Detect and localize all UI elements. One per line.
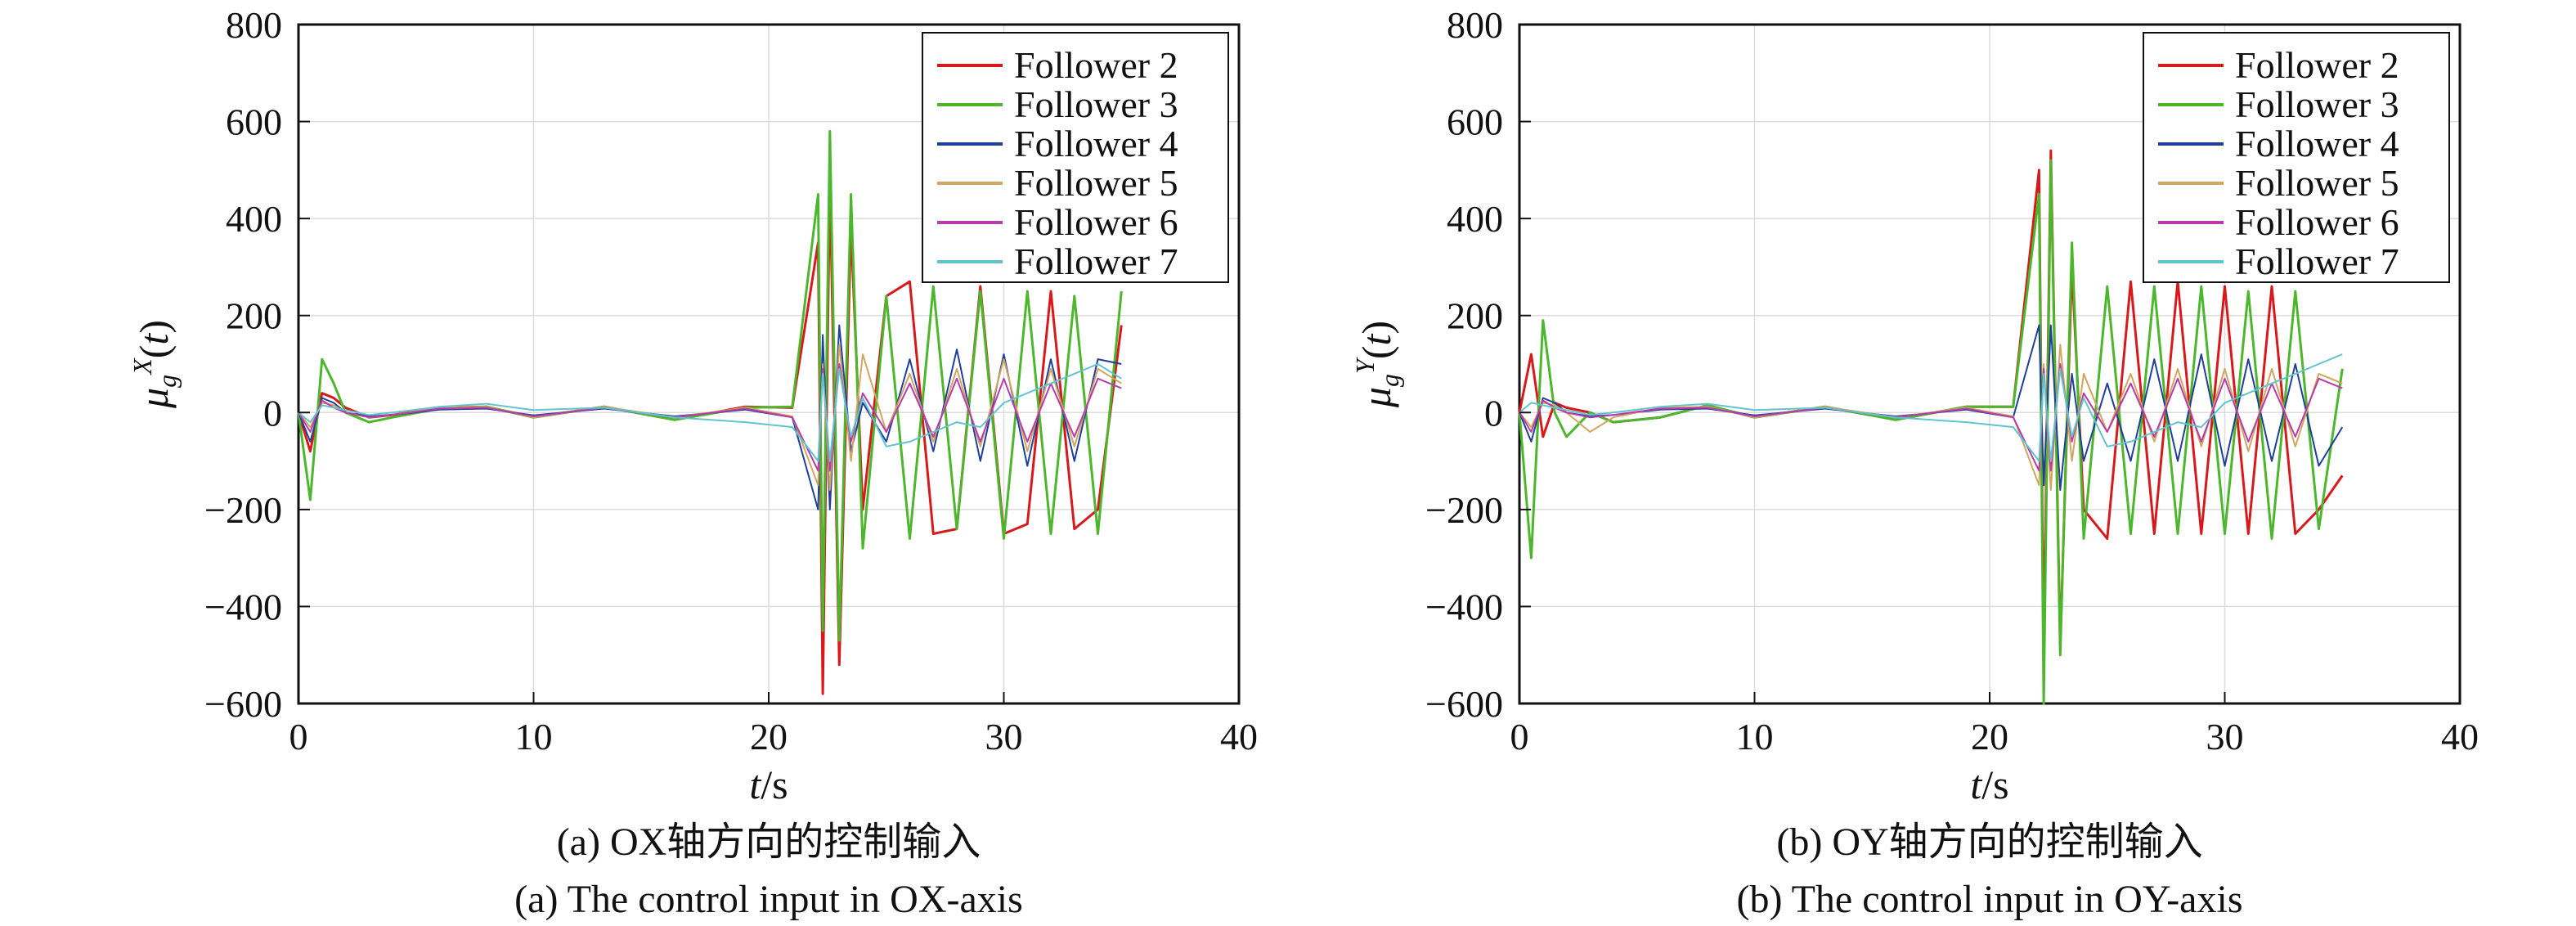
panel-b-legend-label: Follower 6 <box>2235 201 2399 243</box>
panel-b-ytick-label: 800 <box>1447 4 1503 46</box>
panel-a-legend-label: Follower 2 <box>1014 44 1178 86</box>
panel-b-xtick-label: 40 <box>2441 716 2479 757</box>
panel-b-caption-en: (b) The control input in OY-axis <box>1736 878 2242 921</box>
panel-a-legend-label: Follower 7 <box>1014 240 1178 282</box>
panel-a-legend-label: Follower 3 <box>1014 83 1178 125</box>
panel-b-xtick-label: 20 <box>1971 716 2008 757</box>
panel-b-ytick-label: −200 <box>1425 489 1503 531</box>
panel-b-ylabel: μgY(t) <box>1350 321 1404 408</box>
panel-a-caption-zh: (a) OX轴方向的控制输入 <box>557 820 981 864</box>
panel-b-series-line-3 <box>1519 324 2344 492</box>
panel-a-ytick-label: −200 <box>204 489 282 531</box>
panel-b-xtick-label: 30 <box>2206 716 2244 757</box>
panel-a-xtick-label: 0 <box>289 716 308 757</box>
panel-b-xtick-label: 0 <box>1510 716 1529 757</box>
panel-b-ytick-label: 400 <box>1447 198 1503 240</box>
panel-a-legend-label: Follower 4 <box>1014 123 1178 164</box>
panel-a-ytick-label: −600 <box>204 683 282 725</box>
panel-b-caption-zh: (b) OY轴方向的控制输入 <box>1776 820 2202 864</box>
panel-a-legend-box <box>922 32 1229 283</box>
panel-b-series-line-5 <box>1519 363 2343 472</box>
panel-a-series-line-6 <box>298 363 1122 462</box>
panel-a-legend-label: Follower 5 <box>1014 162 1178 204</box>
panel-a-series-line-2 <box>297 129 1123 642</box>
panel-a-ytick-label: 0 <box>263 392 282 434</box>
panel-b-series-line-4 <box>1519 344 2343 492</box>
panel-b-ytick-label: 600 <box>1447 101 1503 143</box>
panel-a-xtick-label: 30 <box>985 716 1023 757</box>
panel-b-legend-label: Follower 5 <box>2235 162 2399 204</box>
panel-a-ytick-label: 600 <box>226 101 282 143</box>
panel-b-ytick-label: 0 <box>1484 392 1503 434</box>
panel-a-ticks: 0 10 20 30 40 −600 −400 −200 0 200 400 600 800 <box>204 4 1258 757</box>
panel-b-legend-label: Follower 3 <box>2235 83 2399 125</box>
panel-a-ytick-label: 800 <box>226 4 282 46</box>
panel-b-legend-label: Follower 7 <box>2235 240 2399 282</box>
panel-b-ticks: 0 10 20 30 40 −600 −400 −200 0 200 400 600 800 <box>1425 4 2479 757</box>
panel-a-ytick-label: 200 <box>226 295 282 337</box>
panel-a-xtick-label: 10 <box>515 716 553 757</box>
panel-a-series <box>297 129 1123 695</box>
panel-b-series-line-2 <box>1518 159 2344 705</box>
panel-a-series-line-3 <box>298 324 1122 510</box>
panel-b-ytick-label: −400 <box>1425 586 1503 627</box>
panel-a-xlabel: t/s <box>749 762 788 807</box>
panel-a-series-line-5 <box>298 363 1122 472</box>
panel-a-legend-label: Follower 6 <box>1014 201 1178 243</box>
panel-b-legend-label: Follower 4 <box>2235 123 2399 164</box>
panel-a-caption-en: (a) The control input in OX-axis <box>514 878 1023 921</box>
panel-b-legend-box <box>2143 32 2450 283</box>
panel-a-xtick-label: 20 <box>750 716 788 757</box>
panel-a-ylabel: μgX(t) <box>128 320 182 409</box>
panel-a-ytick-label: 400 <box>226 198 282 240</box>
panel-a-ytick-label: −400 <box>204 586 282 627</box>
panel-b-xlabel: t/s <box>1970 762 2008 807</box>
panel-a-xtick-label: 40 <box>1220 716 1258 757</box>
panel-b-xtick-label: 10 <box>1736 716 1774 757</box>
panel-b-series-line-6 <box>1519 353 2343 462</box>
panel-b-ytick-label: −600 <box>1425 683 1503 725</box>
panel-b-ytick-label: 200 <box>1447 295 1503 337</box>
panel-b: 0 10 20 30 40 −600 −400 −200 0 200 400 600 800 t/s μ… <box>1350 4 2479 921</box>
panel-b-series <box>1518 149 2344 705</box>
panel-b-legend-label: Follower 2 <box>2235 44 2399 86</box>
panel-a: 0 10 20 30 40 −600 −400 −200 0 200 400 600 800 t/s μ… <box>128 4 1258 921</box>
